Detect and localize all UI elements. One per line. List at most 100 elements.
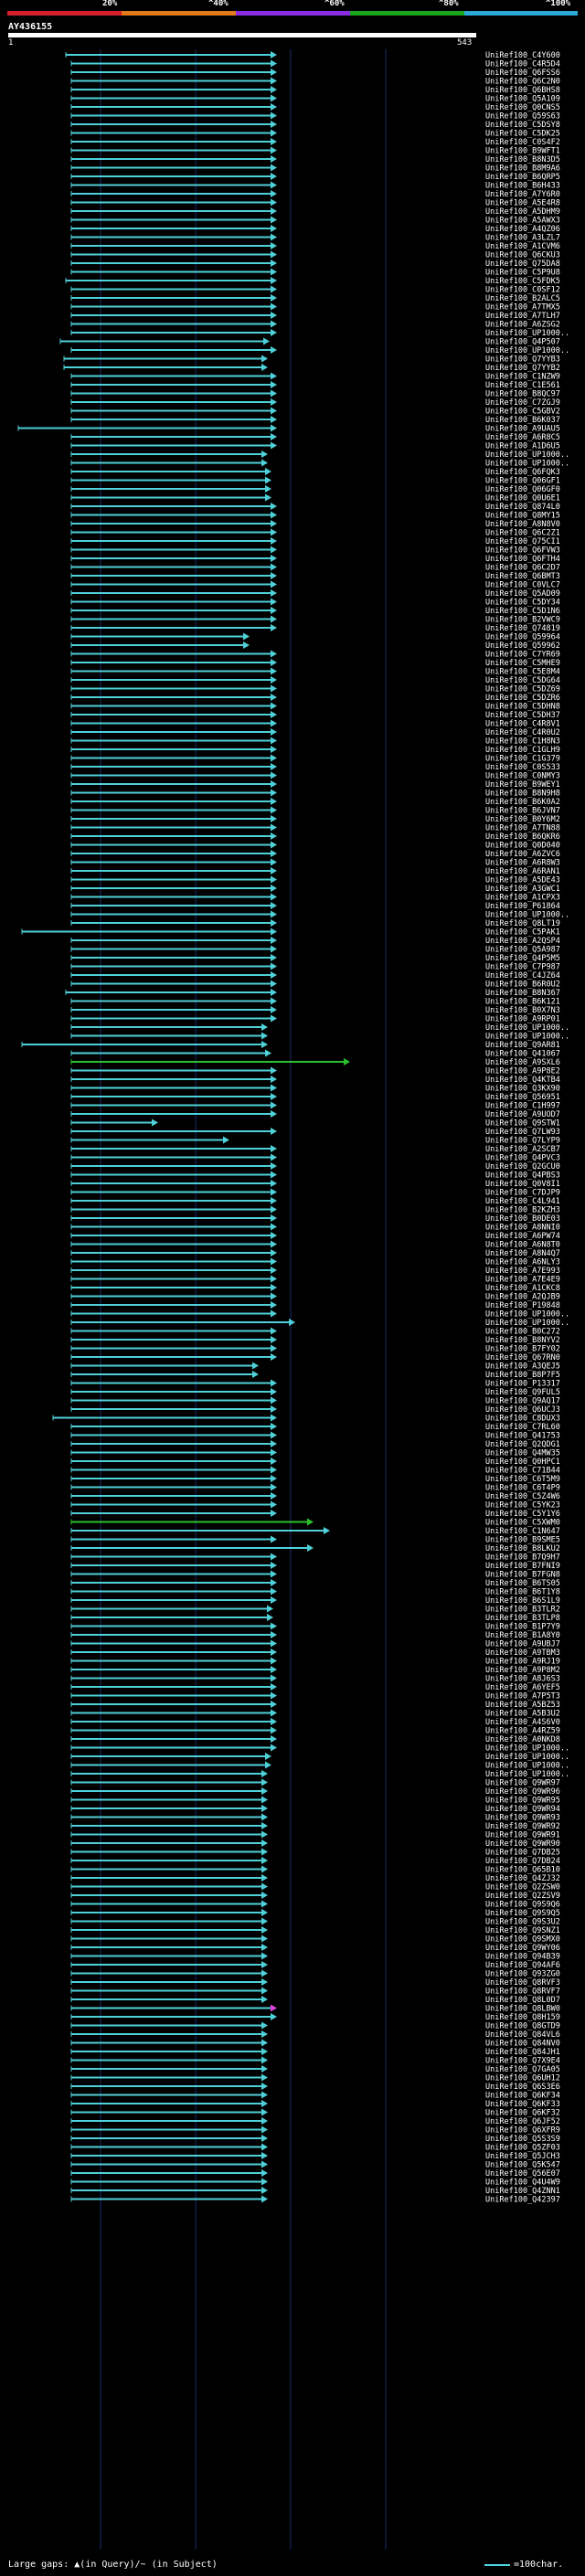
hit-label[interactable]: UniRef100_P61864 (485, 902, 560, 911)
hit-row[interactable]: UniRef100_A2SCB7 (70, 1145, 560, 1154)
hit-label[interactable]: UniRef100_Q93ZG0 (485, 1970, 560, 1979)
hit-label[interactable]: UniRef100_C4Y600 (485, 51, 560, 60)
hit-label[interactable]: UniRef100_Q59962 (485, 641, 560, 651)
hit-row[interactable]: UniRef100_B6R0U2 (70, 980, 560, 990)
hit-row[interactable]: UniRef100_B6S1L9 (70, 1596, 560, 1606)
hit-label[interactable]: UniRef100_Q6KF34 (485, 2092, 560, 2101)
hit-row[interactable]: UniRef100_Q9S9Q5 (70, 1909, 560, 1918)
hit-label[interactable]: UniRef100_Q6CKU3 (485, 251, 560, 260)
hit-label[interactable]: UniRef100_Q4KTB4 (485, 1076, 560, 1085)
hit-row[interactable]: UniRef100_Q0CNS5 (70, 103, 560, 112)
hit-label[interactable]: UniRef100_A7P5T3 (485, 1692, 560, 1701)
hit-label[interactable]: UniRef100_B2KZH3 (485, 1206, 560, 1215)
hit-label[interactable]: UniRef100_C8DUX3 (485, 1415, 560, 1424)
hit-label[interactable]: UniRef100_C5MHE9 (485, 659, 560, 668)
hit-row[interactable]: UniRef100_Q4U4W9 (70, 2178, 560, 2188)
hit-label[interactable]: UniRef100_A4QZ06 (485, 225, 560, 234)
hit-row[interactable]: UniRef100_A1CKC8 (70, 1284, 560, 1293)
hit-label[interactable]: UniRef100_UP1000.. (485, 911, 569, 920)
hit-row[interactable]: UniRef100_Q06GF0 (70, 485, 560, 494)
hit-row[interactable]: UniRef100_A6YEF5 (70, 1683, 560, 1692)
hit-row[interactable]: UniRef100_Q3KX90 (70, 1084, 560, 1094)
hit-row[interactable]: UniRef100_C4JZ64 (70, 971, 560, 981)
hit-label[interactable]: UniRef100_Q6FVW3 (485, 546, 560, 556)
hit-row[interactable]: UniRef100_B8LKU2 (70, 1544, 560, 1553)
hit-label[interactable]: UniRef100_B7FNI9 (485, 1562, 560, 1571)
hit-label[interactable]: UniRef100_Q2QDG1 (485, 1440, 560, 1449)
hit-row[interactable]: UniRef100_Q7GA05 (70, 2065, 560, 2074)
hit-row[interactable]: UniRef100_Q59S63 (70, 111, 560, 122)
hit-row[interactable]: UniRef100_Q7LW93 (70, 1128, 560, 1137)
hit-row[interactable]: UniRef100_A4S6V0 (70, 1718, 560, 1727)
hit-label[interactable]: UniRef100_Q6JF52 (485, 2117, 560, 2126)
hit-label[interactable]: UniRef100_C5E8M4 (485, 668, 560, 677)
hit-row[interactable]: UniRef100_Q9WR93 (70, 1813, 560, 1823)
hit-row[interactable]: UniRef100_A9UOD7 (70, 1110, 560, 1119)
hit-row[interactable]: UniRef100_B6K121 (70, 997, 560, 1007)
hit-label[interactable]: UniRef100_A1CVM6 (485, 242, 560, 251)
hit-label[interactable]: UniRef100_C0NMY3 (485, 772, 560, 781)
hit-label[interactable]: UniRef100_Q7LW93 (485, 1128, 560, 1137)
hit-row[interactable]: UniRef100_C5Z4W6 (70, 1492, 560, 1501)
hit-row[interactable]: UniRef100_A8N4Q7 (70, 1249, 560, 1258)
hit-label[interactable]: UniRef100_A9UBJ7 (485, 1640, 560, 1649)
hit-row[interactable]: UniRef100_A1D6U5 (70, 441, 560, 451)
hit-row[interactable]: UniRef100_Q9WR92 (70, 1822, 560, 1831)
hit-label[interactable]: UniRef100_B8QC97 (485, 390, 560, 399)
hit-label[interactable]: UniRef100_Q6BHS8 (485, 86, 560, 95)
hit-label[interactable]: UniRef100_Q7YYB2 (485, 364, 560, 373)
hit-row[interactable]: UniRef100_A5BZ53 (70, 1701, 560, 1710)
hit-row[interactable]: UniRef100_B6K0A2 (70, 798, 560, 807)
hit-row[interactable]: UniRef100_C5DH37 (70, 711, 560, 720)
hit-label[interactable]: UniRef100_Q3KX90 (485, 1085, 560, 1094)
hit-label[interactable]: UniRef100_A7TLH7 (485, 312, 560, 321)
hit-row[interactable]: UniRef100_UP1000.. (70, 1744, 569, 1754)
hit-label[interactable]: UniRef100_Q56951 (485, 1093, 560, 1102)
hit-row[interactable]: UniRef100_A7P5T3 (70, 1691, 560, 1701)
hit-row[interactable]: UniRef100_C5YK23 (70, 1500, 560, 1511)
hit-row[interactable]: UniRef100_B6TS05 (70, 1579, 560, 1588)
hit-label[interactable]: UniRef100_A2QSP4 (485, 937, 560, 946)
hit-row[interactable]: UniRef100_Q2ZSV9 (70, 1892, 560, 1901)
hit-label[interactable]: UniRef100_C0S533 (485, 763, 560, 772)
hit-row[interactable]: UniRef100_UP1000.. (70, 910, 569, 920)
hit-label[interactable]: UniRef100_Q65B10 (485, 1866, 560, 1875)
hit-label[interactable]: UniRef100_B8LKU2 (485, 1544, 560, 1553)
hit-row[interactable]: UniRef100_B0X7N3 (70, 1006, 560, 1015)
hit-label[interactable]: UniRef100_UP1000.. (485, 346, 569, 355)
hit-label[interactable]: UniRef100_B7FGN8 (485, 1571, 560, 1580)
hit-row[interactable]: UniRef100_A7TMX5 (70, 302, 560, 313)
hit-row[interactable]: UniRef100_B1P7Y9 (70, 1622, 560, 1632)
hit-row[interactable]: UniRef100_UP1000.. (70, 1023, 569, 1033)
hit-label[interactable]: UniRef100_B8NYV2 (485, 1336, 560, 1345)
hit-row[interactable]: UniRef100_Q6BMT3 (70, 572, 560, 581)
hit-label[interactable]: UniRef100_C6T5M9 (485, 1475, 560, 1484)
hit-row[interactable]: UniRef100_Q6C2D7 (70, 563, 560, 573)
hit-label[interactable]: UniRef100_C5DY34 (485, 599, 560, 608)
hit-label[interactable]: UniRef100_Q4ZNN1 (485, 2187, 560, 2196)
hit-label[interactable]: UniRef100_Q0D040 (485, 842, 560, 851)
hit-row[interactable]: UniRef100_UP1000.. (70, 1319, 569, 1328)
hit-label[interactable]: UniRef100_Q9SNZ1 (485, 1926, 560, 1935)
hit-label[interactable]: UniRef100_A5E4R8 (485, 199, 560, 208)
hit-row[interactable]: UniRef100_A2QJB9 (70, 1292, 560, 1302)
hit-label[interactable]: UniRef100_A3GWC1 (485, 885, 560, 894)
hit-row[interactable]: UniRef100_Q7DB25 (70, 1848, 560, 1858)
hit-label[interactable]: UniRef100_Q42397 (485, 2196, 560, 2205)
hit-row[interactable]: UniRef100_Q74819 (70, 624, 560, 633)
hit-label[interactable]: UniRef100_B6R0U2 (485, 981, 560, 990)
hit-row[interactable]: UniRef100_Q0V8I1 (70, 1180, 560, 1189)
hit-row[interactable]: UniRef100_C5DG64 (70, 676, 560, 685)
hit-row[interactable]: UniRef100_B2ALC5 (70, 294, 560, 303)
hit-row[interactable]: UniRef100_Q9STW1 (70, 1118, 560, 1129)
hit-row[interactable]: UniRef100_Q9WR94 (70, 1805, 560, 1814)
hit-label[interactable]: UniRef100_C1E561 (485, 381, 560, 390)
hit-label[interactable]: UniRef100_B8N367 (485, 989, 560, 998)
hit-label[interactable]: UniRef100_A1D6U5 (485, 442, 560, 451)
hit-row[interactable]: UniRef100_UP1000.. (70, 329, 569, 338)
hit-row[interactable]: UniRef100_C5Y1Y6 (70, 1510, 560, 1519)
hit-row[interactable]: UniRef100_C1E561 (70, 381, 560, 390)
hit-label[interactable]: UniRef100_Q5JCH3 (485, 2152, 560, 2161)
hit-label[interactable]: UniRef100_C5GBV2 (485, 408, 560, 417)
hit-row[interactable]: UniRef100_B6H433 (70, 181, 560, 191)
